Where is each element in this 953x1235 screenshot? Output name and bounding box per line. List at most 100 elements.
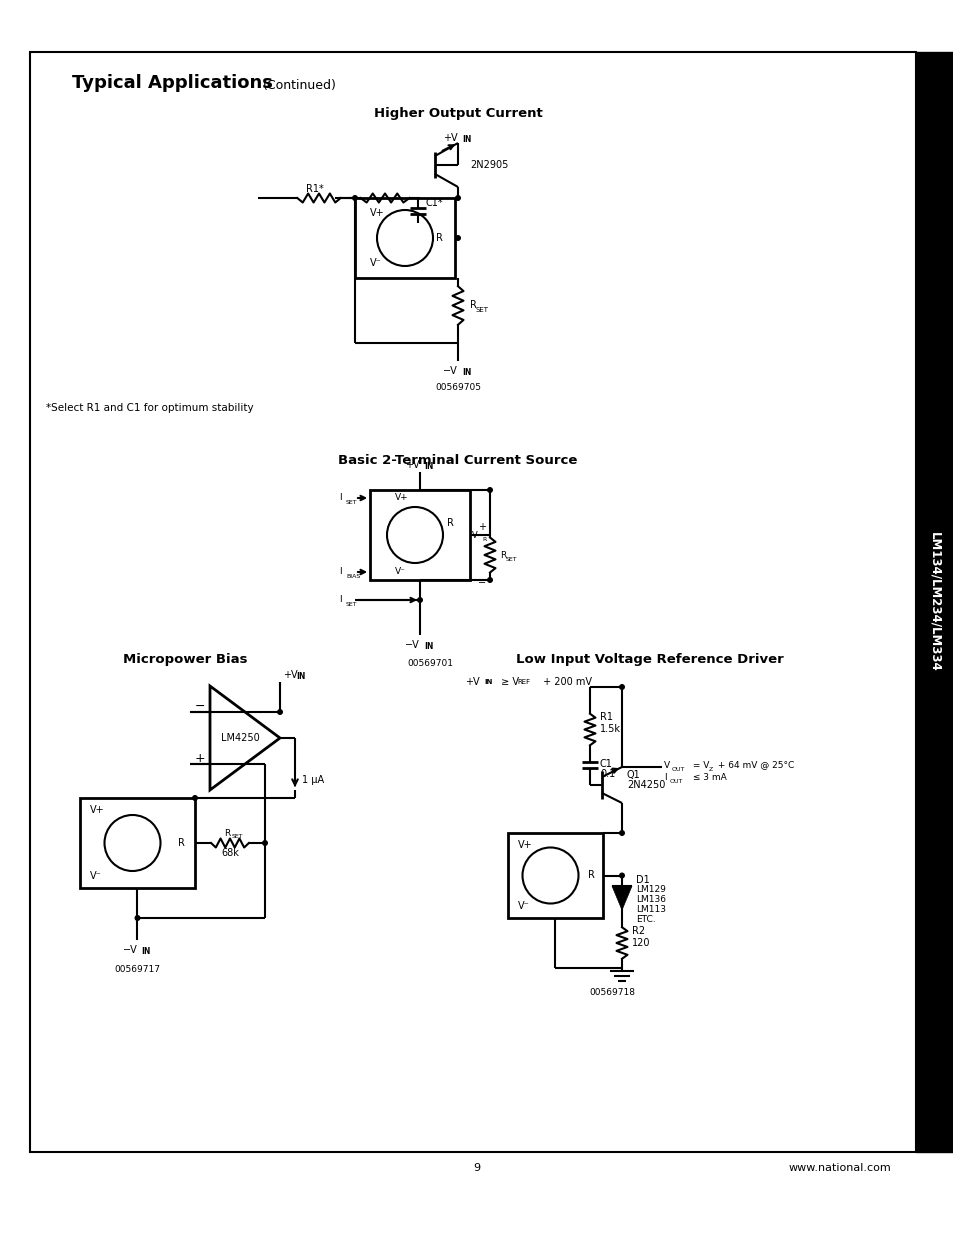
Text: LM113: LM113 [636, 905, 665, 914]
Text: Q1: Q1 [626, 769, 640, 781]
Text: 00569701: 00569701 [407, 658, 453, 667]
Text: IN: IN [461, 368, 471, 377]
Text: −: − [194, 699, 205, 713]
Bar [370, 490, 470, 580]
Text: I: I [339, 568, 341, 577]
Text: Basic 2-Terminal Current Source: Basic 2-Terminal Current Source [338, 453, 578, 467]
Text: V: V [472, 531, 477, 540]
Text: Low Input Voltage Reference Driver: Low Input Voltage Reference Driver [516, 653, 783, 667]
Circle shape [276, 709, 283, 715]
Circle shape [105, 815, 160, 871]
Text: Higher Output Current: Higher Output Current [374, 106, 542, 120]
Text: +V: +V [283, 671, 297, 680]
Text: 00569705: 00569705 [435, 384, 480, 393]
Text: REF: REF [517, 679, 530, 685]
Bar [355, 198, 455, 278]
Text: +V: +V [405, 459, 419, 471]
Text: −: − [477, 578, 485, 588]
Text: V: V [663, 761, 669, 769]
Text: 00569718: 00569718 [588, 988, 635, 997]
Text: ETC.: ETC. [636, 915, 655, 925]
Text: 2N4250: 2N4250 [626, 781, 664, 790]
Text: BIAS: BIAS [346, 574, 360, 579]
Text: SET: SET [505, 557, 517, 562]
Circle shape [455, 195, 460, 201]
Bar [30, 52, 915, 1152]
Circle shape [618, 830, 624, 836]
Text: −V: −V [443, 366, 457, 375]
Text: IN: IN [141, 947, 151, 956]
Text: R: R [224, 829, 230, 837]
Text: R: R [481, 537, 486, 542]
Text: SET: SET [346, 500, 357, 505]
Text: +V: +V [465, 677, 479, 687]
Text: V⁻: V⁻ [90, 871, 102, 881]
Text: LM129: LM129 [636, 885, 665, 894]
Text: Z: Z [708, 767, 713, 772]
Text: IN: IN [461, 135, 471, 144]
Text: R: R [587, 871, 595, 881]
Text: LM134/LM234/LM334: LM134/LM234/LM334 [927, 532, 941, 672]
Text: V+: V+ [517, 840, 532, 850]
Text: 00569717: 00569717 [114, 966, 160, 974]
Text: 0.1: 0.1 [599, 769, 615, 779]
Circle shape [522, 847, 578, 904]
Text: V⁻: V⁻ [395, 568, 405, 577]
Text: SET: SET [346, 601, 357, 606]
Text: V⁻: V⁻ [517, 902, 529, 911]
Text: R1: R1 [599, 713, 613, 722]
Text: Micropower Bias: Micropower Bias [123, 653, 247, 667]
Text: +: + [194, 752, 205, 764]
Circle shape [455, 235, 460, 241]
Text: ≤ 3 mA: ≤ 3 mA [689, 773, 726, 782]
Text: V+: V+ [370, 207, 384, 219]
Text: V+: V+ [90, 805, 105, 815]
Text: SET: SET [232, 834, 243, 839]
Text: I: I [339, 494, 341, 503]
Circle shape [352, 195, 357, 201]
Text: IN: IN [295, 672, 305, 680]
Text: 68k: 68k [221, 848, 238, 858]
Text: OUT: OUT [669, 779, 682, 784]
Text: C1*: C1* [426, 198, 443, 207]
Text: V+: V+ [395, 494, 408, 503]
Text: R: R [499, 551, 506, 559]
Bar [507, 832, 602, 918]
Text: C1: C1 [599, 760, 612, 769]
Polygon shape [612, 885, 631, 910]
Text: −V: −V [123, 945, 137, 955]
Circle shape [262, 840, 268, 846]
Circle shape [618, 872, 624, 878]
Text: +: + [477, 522, 485, 532]
Text: 9: 9 [473, 1163, 480, 1173]
Text: *Select R1 and C1 for optimum stability: *Select R1 and C1 for optimum stability [46, 403, 253, 412]
Circle shape [486, 487, 493, 493]
Circle shape [192, 795, 198, 802]
Circle shape [416, 597, 422, 603]
Text: + 64 mV @ 25°C: + 64 mV @ 25°C [714, 761, 794, 769]
Text: I: I [339, 595, 341, 604]
Text: I: I [663, 773, 666, 782]
Text: −V: −V [405, 640, 419, 650]
Text: LM4250: LM4250 [220, 734, 259, 743]
Text: ≥ V: ≥ V [497, 677, 518, 687]
Circle shape [486, 577, 493, 583]
Text: (Continued): (Continued) [263, 79, 336, 91]
Circle shape [134, 915, 140, 921]
Text: IN: IN [423, 462, 433, 471]
Text: LM136: LM136 [636, 895, 665, 904]
Text: R: R [178, 839, 185, 848]
Text: 1 μA: 1 μA [302, 776, 324, 785]
Text: IN: IN [423, 642, 433, 651]
Text: R: R [436, 233, 442, 243]
Circle shape [618, 684, 624, 690]
Circle shape [376, 210, 433, 266]
Text: R: R [446, 517, 453, 529]
Text: R: R [470, 300, 476, 310]
Text: +V: +V [443, 133, 457, 143]
Text: + 200 mV: + 200 mV [539, 677, 592, 687]
Bar [80, 798, 194, 888]
Text: D1: D1 [636, 876, 649, 885]
Text: Typical Applications: Typical Applications [71, 74, 273, 91]
Text: R2: R2 [631, 925, 644, 935]
